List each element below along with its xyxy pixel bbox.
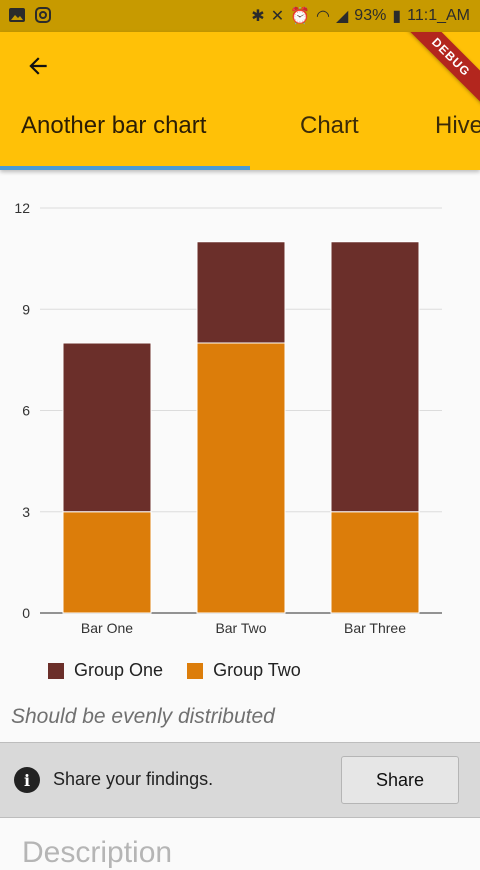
legend-swatch bbox=[187, 662, 204, 679]
bluetooth-icon: ✱ bbox=[251, 8, 265, 25]
bar-segment bbox=[62, 342, 152, 513]
y-tick-label: 0 bbox=[22, 605, 30, 621]
tab-indicator bbox=[0, 166, 250, 170]
legend-swatch bbox=[48, 662, 64, 679]
chart-note: Should be evenly distributed bbox=[11, 705, 275, 728]
legend-label: Group Two bbox=[213, 660, 301, 680]
gallery-icon bbox=[9, 8, 25, 22]
alarm-icon: ⏰ bbox=[290, 8, 311, 25]
bar-segment bbox=[196, 342, 286, 614]
chart-svg: 0 3 6 9 12 Bar One Bar Two Bar Three bbox=[14, 200, 442, 636]
debug-banner: DEBUG bbox=[397, 32, 480, 111]
x-tick-label: Bar Two bbox=[215, 620, 266, 636]
mute-icon: ✕ bbox=[270, 8, 285, 25]
app-bar: Another bar chart Chart Hive DEBUG bbox=[0, 32, 480, 170]
back-button[interactable] bbox=[20, 48, 56, 84]
bar-segment bbox=[330, 511, 420, 614]
tab-hive[interactable]: Hive bbox=[435, 112, 480, 139]
section-title: Description bbox=[22, 836, 173, 869]
instagram-icon bbox=[35, 7, 51, 23]
legend-item-group-two[interactable]: Group Two bbox=[187, 660, 301, 681]
y-tick-label: 3 bbox=[22, 504, 30, 520]
tab-chart[interactable]: Chart bbox=[300, 112, 359, 139]
signal-icon: ◢ bbox=[335, 8, 349, 25]
bar-segment bbox=[330, 241, 420, 513]
y-tick-label: 6 bbox=[22, 403, 30, 419]
x-tick-label: Bar One bbox=[81, 620, 133, 636]
x-tick-label: Bar Three bbox=[344, 620, 406, 636]
y-tick-label: 12 bbox=[14, 200, 30, 216]
y-tick-label: 9 bbox=[22, 301, 30, 317]
status-bar: ✱ ✕ ⏰ ◠ ◢ 93% ▮ 11:1_AM bbox=[0, 0, 480, 32]
wifi-icon: ◠ bbox=[316, 8, 330, 25]
clock: 11:1_AM bbox=[407, 7, 470, 24]
bar-segment bbox=[62, 511, 152, 614]
chart-legend: Group One Group Two bbox=[48, 660, 301, 681]
legend-item-group-one[interactable]: Group One bbox=[48, 660, 163, 681]
battery-percent: 93% bbox=[354, 7, 387, 24]
share-button[interactable]: Share bbox=[341, 756, 459, 804]
tab-another-bar-chart[interactable]: Another bar chart bbox=[21, 112, 207, 139]
snackbar-message: Share your findings. bbox=[53, 769, 214, 789]
battery-icon: ▮ bbox=[392, 8, 402, 25]
bar-chart: 0 3 6 9 12 Bar One Bar Two Bar Three bbox=[0, 190, 480, 650]
legend-label: Group One bbox=[74, 660, 164, 680]
info-icon: i bbox=[14, 767, 40, 793]
arrow-back-icon bbox=[29, 57, 47, 75]
bar-segment bbox=[196, 241, 286, 344]
snackbar: i Share your findings. Share bbox=[0, 742, 480, 818]
